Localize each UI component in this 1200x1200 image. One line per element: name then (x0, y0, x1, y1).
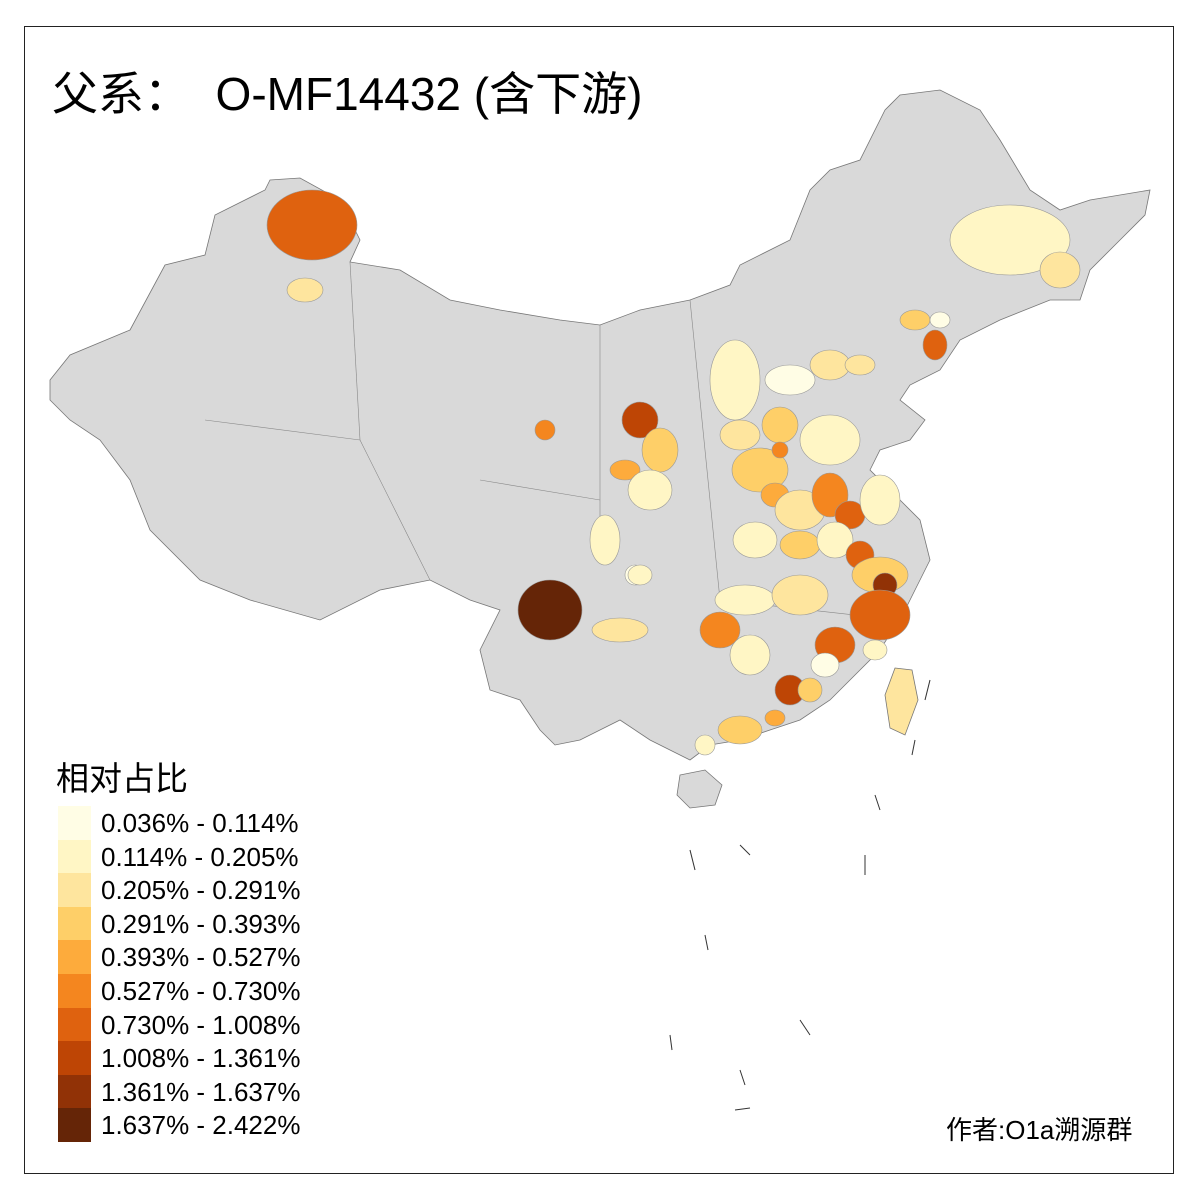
region-area (764, 709, 786, 727)
region-area (899, 309, 931, 331)
legend-item: 0.205% - 0.291% (58, 873, 358, 908)
sea-boundary-dash (911, 739, 916, 756)
region-area (761, 406, 799, 444)
region-area (717, 715, 763, 745)
sea-boundary-dash (739, 1069, 746, 1086)
legend-label: 0.527% - 0.730% (101, 976, 301, 1006)
region-area (929, 311, 951, 329)
region-area (699, 611, 741, 649)
region-area (627, 564, 653, 586)
legend-swatch (58, 1108, 91, 1143)
region-area (922, 329, 948, 361)
legend-item: 0.393% - 0.527% (58, 940, 358, 975)
sea-boundary-dash (874, 794, 881, 811)
legend-swatch (58, 1074, 91, 1109)
sea-boundary-dash (739, 844, 751, 856)
legend-swatch (58, 974, 91, 1008)
region-area (771, 441, 789, 459)
legend-label: 0.291% - 0.393% (101, 908, 301, 939)
map-frame (24, 26, 1174, 1174)
legend-label: 0.393% - 0.527% (101, 942, 301, 973)
map-title: 父系： O-MF14432 (含下游) (52, 68, 643, 120)
province-border (359, 439, 431, 581)
region-area (816, 521, 854, 559)
sea-boundary-dash (924, 679, 931, 701)
region-area (694, 734, 716, 756)
region-area (621, 401, 659, 439)
sea-boundary-dash (704, 934, 709, 951)
hainan-island (676, 769, 723, 809)
legend-label: 0.036% - 0.114% (101, 808, 299, 838)
region-area (809, 349, 851, 381)
region-area (517, 579, 583, 641)
province-border (349, 261, 361, 441)
legend-item: 1.637% - 2.422% (58, 1108, 358, 1143)
region-area (764, 364, 816, 396)
legend-title: 相对占比 (56, 759, 188, 798)
province-border (204, 419, 361, 441)
region-area (731, 447, 789, 493)
sea-boundary-dash (669, 1034, 673, 1051)
legend-label: 1.637% - 2.422% (101, 1110, 301, 1141)
legend-label: 1.361% - 1.637% (101, 1076, 301, 1107)
legend-item: 0.114% - 0.205% (58, 839, 358, 874)
region-area (859, 474, 901, 526)
legend-label: 1.008% - 1.361% (101, 1043, 301, 1074)
region-area (266, 189, 358, 261)
legend-item: 0.291% - 0.393% (58, 906, 358, 941)
region-area (799, 414, 861, 466)
province-border (479, 479, 601, 501)
legend-swatch (58, 940, 91, 975)
region-area (1039, 251, 1081, 289)
region-area (714, 584, 776, 616)
region-area (286, 277, 324, 303)
region-area (949, 204, 1071, 276)
region-area (709, 339, 761, 421)
legend-swatch (58, 839, 91, 874)
legend-swatch (58, 1041, 91, 1076)
sea-boundary-dash (689, 849, 696, 871)
region-area (719, 419, 761, 451)
region-area (732, 521, 778, 559)
colored-regions (266, 189, 1081, 756)
legend-label: 0.730% - 1.008% (101, 1009, 301, 1040)
region-area (609, 459, 641, 481)
taiwan-island (884, 667, 919, 736)
legend-item: 0.527% - 0.730% (58, 974, 358, 1008)
region-area (589, 514, 621, 566)
legend-item: 0.036% - 0.114% (58, 806, 358, 840)
region-area (534, 419, 556, 441)
sea-boundary-dash (734, 1107, 751, 1111)
region-area (797, 677, 823, 703)
legend-label: 0.114% - 0.205% (101, 841, 299, 872)
region-area (779, 530, 821, 560)
region-area (862, 639, 888, 661)
sea-boundary-dash (799, 1019, 811, 1036)
region-area (627, 469, 673, 511)
region-area (729, 634, 771, 676)
region-area (810, 652, 840, 678)
legend-item: 0.730% - 1.008% (58, 1007, 358, 1042)
legend-item: 1.361% - 1.637% (58, 1074, 358, 1109)
legend-swatch (58, 806, 91, 840)
region-area (849, 589, 911, 641)
legend-label: 0.205% - 0.291% (101, 875, 301, 906)
legend-item: 1.008% - 1.361% (58, 1041, 358, 1076)
region-area (591, 617, 649, 643)
author-credit: 作者:O1a溯源群 (946, 1115, 1133, 1145)
legend-swatch (58, 873, 91, 908)
region-area (771, 574, 829, 616)
legend-swatch (58, 906, 91, 941)
legend-swatch (58, 1007, 91, 1042)
province-border (689, 299, 721, 601)
region-area (641, 427, 679, 473)
region-area (844, 354, 876, 376)
